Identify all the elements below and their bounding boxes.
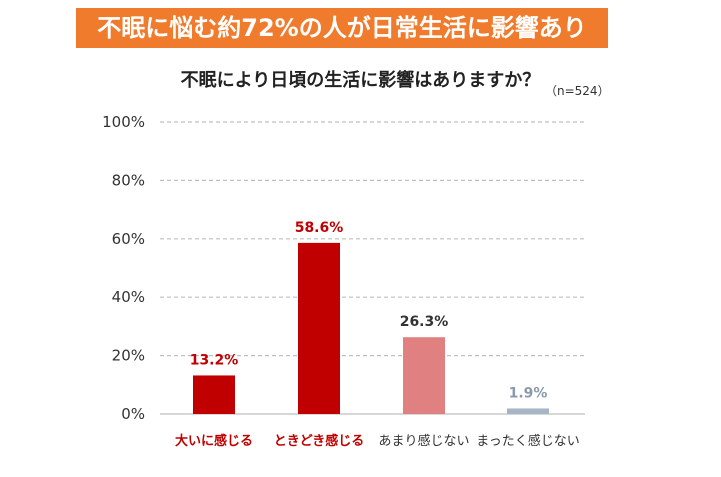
data-label: 13.2% (190, 352, 239, 368)
y-tick-label: 80% (112, 171, 145, 189)
data-label: 1.9% (509, 385, 548, 401)
x-category-label: あまり感じない (378, 433, 469, 449)
chart-title: 不眠により日頃の生活に影響はありますか？ (180, 70, 541, 91)
y-tick-label: 60% (112, 230, 145, 248)
headline-banner: 不眠に悩む約72%の人が日常生活に影響あり (76, 8, 608, 48)
x-category-label: 大いに感じる (175, 433, 253, 449)
bar (298, 242, 340, 414)
bar (507, 408, 549, 414)
y-tick-label: 20% (112, 347, 145, 365)
sample-size-note: （n=524） (545, 84, 610, 98)
y-tick-label: 100% (102, 113, 145, 131)
x-category-label: まったく感じない (476, 433, 579, 449)
data-label: 26.3% (400, 314, 449, 330)
y-tick-label: 40% (112, 288, 145, 306)
y-tick-label: 0% (121, 405, 145, 423)
bar (193, 375, 235, 414)
bar (403, 337, 445, 414)
data-label: 58.6% (295, 220, 344, 236)
x-category-label: ときどき感じる (274, 433, 365, 449)
